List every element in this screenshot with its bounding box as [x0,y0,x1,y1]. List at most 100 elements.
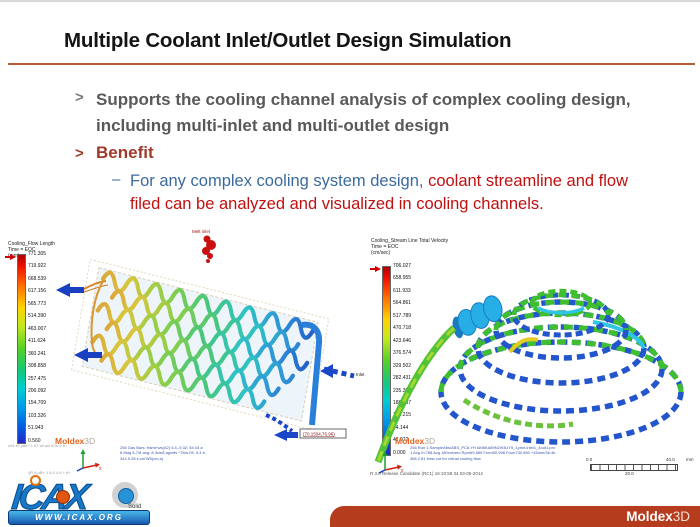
moldex-3d-text: 3D [672,509,690,524]
watermark-3d: 3D [424,436,436,446]
inlet-label: Inlet [356,372,365,377]
supply-tube [374,325,457,464]
legend-value: 463.007 [28,325,47,332]
legend-value: 565.773 [28,300,47,307]
cooling-plate [70,258,330,430]
legend-value: 617.156 [28,288,47,295]
watermark-brand: Moldex [395,436,425,446]
legend-value: 668.539 [28,275,47,282]
axis-triad-icon: x [378,451,404,474]
bullet-marker: > [75,145,84,162]
axis-triad-icon: x [76,449,102,472]
fine-print-line: 1 Avg 0=768 Avg 180cm/sec Rpm69,580 From… [410,450,556,456]
spiral-cooling-channel-plot [374,288,684,464]
left-fine-print: 256 Gas Bars: frame'ws(A2) 5.4,-9.32; 54… [120,445,206,461]
legend-value: 564.861 [393,300,412,307]
moldex-watermark: Moldex3D [395,436,435,446]
legend-value: 235.359 [393,387,412,394]
melt-inlet-blob [202,235,216,263]
probe-label: (70.1504,76.96) [303,432,335,437]
legend-value: 206.092 [28,387,47,394]
right-legend-title: Cooling_Stream Line Total Velocity [371,238,449,244]
legend-value: 141.215 [393,412,412,419]
scale-max-label: 40.0 [666,457,675,462]
legend-value: 47.072 [393,437,409,444]
legend-value: 706.027 [393,263,412,269]
legend-value: 51.943 [28,425,44,432]
fine-print-line: 256 Gas Bars: frame'ws(A2) 5.4,-9.32; 54… [120,445,203,450]
legend-value: 611.933 [393,287,411,294]
legend-value: 517.789 [393,312,412,319]
left-legend-title: Cooling_Flow Length [8,241,55,247]
left-fine-print-gray: x04 x0 y8b+ 1 67 wl wd 67w 9 b+ [8,443,68,448]
inlet-arrow-icon: (70.1504,76.96) [265,413,347,441]
legend-value: 0.000 [393,449,406,456]
legend-value: 94.144 [393,424,409,431]
icax-blue-dot [118,488,134,504]
legend-value: 423.646 [393,337,412,344]
footer-fine-print: 4R 8 µB+ 1 8 4 4 6 + 8+ [28,470,71,475]
coolant-inlet-cylinder [452,295,503,339]
legend-value: 411.624 [28,338,46,345]
moldex3d-logo: Moldex3D [626,509,690,524]
moldex-brand-text: Moldex [626,509,673,524]
icax-url-banner: WWW.ICAX.ORG [8,510,150,525]
right-legend-time: Time = EOC [371,244,399,250]
icax-logo: ICAX Solid WWW.ICAX.ORG [4,474,164,525]
legend-value: 0.560 [28,437,41,444]
fine-print-line: 344 5.28 s.cm'W5(cm-s) [120,455,164,461]
footer-brand-bar: Moldex3D [330,506,700,527]
icax-solid-label: Solid [128,504,142,510]
legend-value: 154.709 [28,400,47,407]
legend-value: 308.858 [28,363,47,370]
legend-value: 771.305 [28,251,47,257]
serpentine-cooling-channel-plot: Inlet (70.1504,76.96) [56,235,365,441]
legend-value: 658.955 [393,275,412,282]
axis-x-label: x [401,468,404,474]
bullet-marker: > [75,89,84,106]
title-divider [8,63,695,65]
legend-value: 360.241 [28,350,47,357]
fine-print-line: 256 Run 1:SampleAbs/ABS_PC8.YH AM6KA89N2… [410,445,555,450]
legend-value: 470.718 [393,325,412,332]
legend-value: 514.390 [28,313,47,320]
left-colorbar-values: 771.305 719.922 668.539 617.156 565.773 … [28,252,46,444]
spiral-loops [438,288,684,445]
legend-value: 257.475 [28,375,47,382]
icax-orange-ring [30,475,41,486]
right-legend-header: Cooling_Stream Line Total Velocity Time … [371,238,448,256]
legend-max-pointer-icon [370,266,381,272]
right-fine-print: 256 Run 1:SampleAbs/ABS_PC8.YH AM6KA89N2… [410,445,556,461]
bullet-text-1: Supports the cooling channel analysis of… [96,90,631,136]
legend-value: 103.326 [28,412,47,419]
outlet-arrow-icon [56,283,102,362]
moldex-watermark: Moldex3D [55,436,95,446]
left-legend-time: Time = EOC [8,247,36,253]
scale-ruler [590,464,678,471]
watermark-brand: Moldex [55,436,85,446]
right-pipe [301,321,323,426]
scale-unit-label: mm [686,457,694,462]
page-title: Multiple Coolant Inlet/Outlet Design Sim… [64,29,512,52]
sub-bullet-red: coolant streamline and flow filed can be… [130,172,629,214]
status-line: R 3.0 Release Candidate (RC1) 16:10:58 3… [370,471,483,476]
sub-bullet-text: For any complex cooling system design, c… [130,170,635,217]
legend-value: 719.922 [28,263,47,270]
bullet-text-benefit: Benefit [96,143,154,162]
legend-max-pointer-icon [5,254,16,260]
sub-bullet-marker: – [112,171,121,188]
legend-value: 329.502 [393,362,412,369]
scale-mid-label: 20.0 [625,471,634,476]
legend-value: 282.431 [393,375,412,382]
legend-value: 376.574 [393,350,412,357]
sub-bullet-blue: For any complex cooling system design, [130,172,429,190]
inlet-arrow-icon: Inlet [320,364,365,379]
fine-print-line: 8 Mdg 5-7/8 ang: A 3cm8.ag/wfs ^78m-05, … [120,450,206,456]
scale-min-label: 0.0 [586,457,593,462]
watermark-3d: 3D [84,436,96,446]
fine-print-line: 366 2.81 New cut for virtual cooling flo… [410,455,481,461]
left-colorbar [17,254,26,444]
melt-inlet-label: Melt inlet [192,229,211,234]
right-legend-unit: (cm/sec) [371,250,391,256]
